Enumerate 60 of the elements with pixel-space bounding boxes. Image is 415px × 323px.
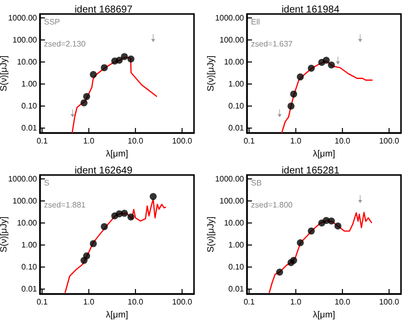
y-tick-label: 100.00 bbox=[12, 35, 38, 44]
annotation: S bbox=[44, 178, 50, 188]
x-axis-title: λ[μm] bbox=[106, 148, 128, 158]
y-tick-label: 1.00 bbox=[21, 80, 38, 89]
y-tick-label: 10.00 bbox=[224, 218, 245, 228]
y-axis-title: S(ν)[μJy] bbox=[206, 216, 216, 252]
x-axis-title: λ[μm] bbox=[312, 148, 336, 158]
x-tick-label: 100.0 bbox=[379, 298, 400, 306]
x-tick-label: 0.1 bbox=[36, 298, 48, 306]
chart-title: ident 162649 bbox=[74, 166, 133, 176]
y-tick-label: 1.00 bbox=[228, 240, 245, 250]
x-tick-label: 1.0 bbox=[290, 298, 302, 306]
y-tick-label: 0.10 bbox=[228, 102, 245, 111]
x-tick-label: 100.0 bbox=[379, 136, 400, 146]
y-tick-label: 100.00 bbox=[220, 196, 245, 206]
y-tick-label: 1.00 bbox=[21, 240, 38, 250]
x-tick-label: 0.1 bbox=[36, 136, 48, 146]
x-axis-title: λ[μm] bbox=[106, 310, 128, 320]
annotation: Ell bbox=[251, 18, 260, 26]
y-tick-label: 10.00 bbox=[16, 218, 38, 228]
y-axis-title: S(ν)[μJy] bbox=[206, 56, 216, 92]
y-tick-label: 0.01 bbox=[228, 284, 245, 294]
y-tick-label: 0.10 bbox=[228, 262, 245, 272]
annotation: SB bbox=[251, 178, 262, 188]
x-tick-label: 1.0 bbox=[290, 136, 302, 146]
x-tick-label: 0.1 bbox=[244, 136, 256, 146]
x-tick-label: 10.0 bbox=[334, 298, 351, 306]
y-tick-label: 0.01 bbox=[21, 284, 38, 294]
y-tick-label: 1.00 bbox=[228, 80, 245, 89]
annotation: zsed=1.637 bbox=[251, 40, 294, 48]
annotation: zsed=1.881 bbox=[44, 200, 86, 210]
y-tick-label: 1000.00 bbox=[8, 174, 38, 184]
chart-title: ident 168697 bbox=[74, 4, 133, 16]
y-tick-label: 1000.00 bbox=[215, 13, 245, 22]
y-tick-label: 1000.00 bbox=[8, 13, 38, 22]
annotation: zsed=1.800 bbox=[251, 200, 294, 210]
x-tick-label: 0.1 bbox=[244, 298, 256, 306]
x-tick-label: 10.0 bbox=[128, 298, 144, 306]
y-tick-label: 100.00 bbox=[220, 35, 245, 44]
x-tick-label: 10.0 bbox=[334, 136, 351, 146]
y-axis-title: S(ν)[μJy] bbox=[0, 56, 8, 92]
annotation: SSP bbox=[44, 18, 60, 26]
annotation: zsed=2.130 bbox=[44, 40, 86, 48]
x-tick-label: 1.0 bbox=[83, 136, 95, 146]
x-tick-label: 10.0 bbox=[128, 136, 144, 146]
y-tick-label: 10.00 bbox=[16, 57, 38, 66]
y-tick-label: 0.10 bbox=[21, 262, 38, 272]
x-tick-label: 100.0 bbox=[172, 298, 193, 306]
y-tick-label: 0.01 bbox=[21, 124, 38, 133]
chart-title: ident 165281 bbox=[282, 166, 340, 176]
y-tick-label: 0.10 bbox=[21, 102, 38, 111]
y-tick-label: 10.00 bbox=[224, 57, 245, 66]
y-tick-label: 0.01 bbox=[228, 124, 245, 133]
y-tick-label: 100.00 bbox=[12, 196, 38, 206]
x-tick-label: 100.0 bbox=[172, 136, 193, 146]
x-axis-title: λ[μm] bbox=[312, 310, 336, 320]
y-tick-label: 1000.00 bbox=[215, 174, 245, 184]
chart-title: ident 161984 bbox=[282, 4, 340, 16]
x-tick-label: 1.0 bbox=[83, 298, 95, 306]
y-axis-title: S(ν)[μJy] bbox=[0, 216, 8, 252]
